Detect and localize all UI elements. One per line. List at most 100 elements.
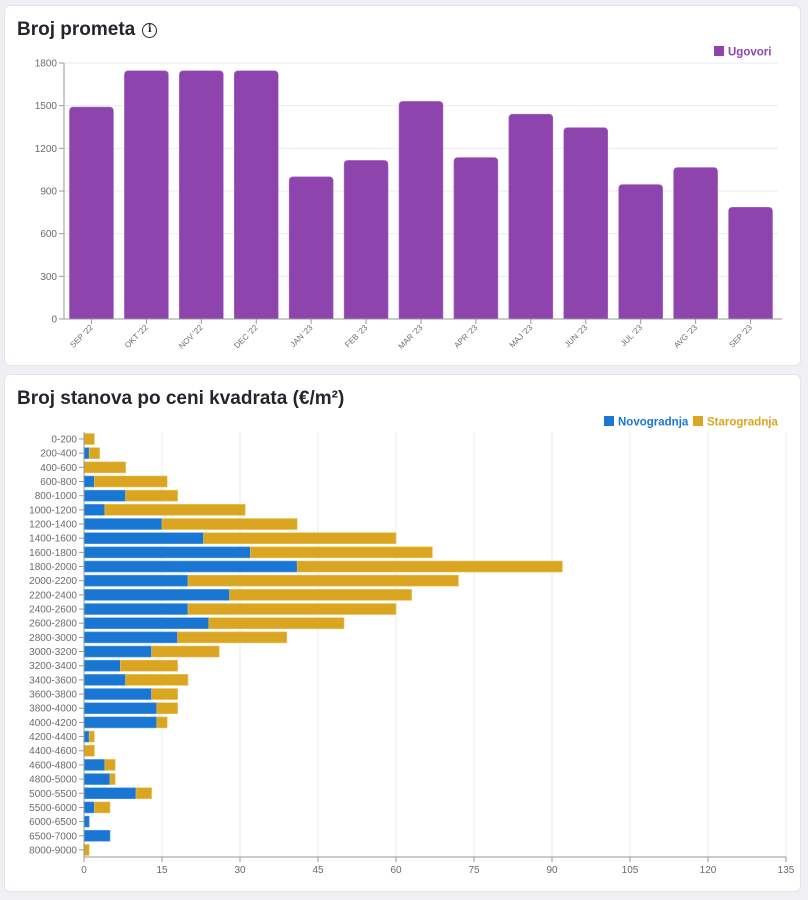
- bar-starogradnja[interactable]: [177, 631, 288, 644]
- bar-starogradnja[interactable]: [208, 617, 345, 630]
- legend-label-starogradnja[interactable]: Starogradnja: [707, 417, 779, 429]
- bar-starogradnja[interactable]: [94, 801, 111, 814]
- bar-starogradnja[interactable]: [83, 433, 95, 445]
- bar-novogradnja[interactable]: [83, 589, 230, 601]
- y-tick-label: 900: [40, 187, 57, 198]
- bar-starogradnja[interactable]: [203, 532, 397, 544]
- legend-swatch-starogradnja[interactable]: [693, 416, 703, 426]
- bar-ugovori[interactable]: [343, 160, 389, 320]
- transactions-title-text: Broj prometa: [17, 19, 136, 40]
- bar-starogradnja[interactable]: [187, 603, 397, 615]
- bar-ugovori[interactable]: [618, 184, 663, 320]
- legend-swatch-novogradnja[interactable]: [604, 416, 614, 426]
- bar-starogradnja[interactable]: [83, 744, 95, 757]
- bar-starogradnja[interactable]: [187, 574, 459, 587]
- legend-label-ugovori[interactable]: Ugovori: [728, 47, 771, 59]
- legend-swatch-ugovori[interactable]: [714, 46, 724, 56]
- bar-ugovori[interactable]: [179, 70, 224, 320]
- bar-novogradnja[interactable]: [83, 617, 210, 630]
- bar-starogradnja[interactable]: [88, 447, 100, 459]
- y-tick-label: 1400-1600: [29, 534, 77, 545]
- y-tick-label: 5500-6000: [29, 803, 77, 814]
- x-tick-label: 120: [700, 865, 717, 876]
- x-tick-label: AVG '23: [672, 323, 699, 350]
- y-tick-label: 1200: [35, 144, 58, 155]
- bar-starogradnja[interactable]: [229, 589, 412, 601]
- bar-novogradnja[interactable]: [83, 829, 111, 842]
- bar-novogradnja[interactable]: [83, 532, 204, 544]
- x-tick-label: 90: [546, 865, 558, 876]
- bar-ugovori[interactable]: [398, 101, 444, 320]
- bar-starogradnja[interactable]: [151, 645, 220, 658]
- bar-novogradnja[interactable]: [83, 716, 158, 729]
- legend-label-novogradnja[interactable]: Novogradnja: [618, 417, 689, 429]
- bar-novogradnja[interactable]: [83, 560, 298, 573]
- bar-novogradnja[interactable]: [83, 801, 95, 814]
- bar-ugovori[interactable]: [673, 167, 718, 320]
- x-tick-label: 105: [622, 865, 639, 876]
- bar-novogradnja[interactable]: [83, 674, 126, 686]
- price-per-sqm-card: Broj stanova po ceni kvadrata (€/m²) 0 15…: [4, 374, 801, 892]
- bar-ugovori[interactable]: [563, 127, 609, 320]
- info-icon[interactable]: i: [142, 22, 158, 38]
- bar-ugovori[interactable]: [453, 157, 499, 320]
- bar-novogradnja[interactable]: [83, 504, 106, 516]
- bar-starogradnja[interactable]: [156, 716, 168, 729]
- bar-novogradnja[interactable]: [83, 688, 152, 700]
- bar-starogradnja[interactable]: [109, 773, 116, 785]
- price-per-sqm-title: Broj stanova po ceni kvadrata (€/m²): [17, 388, 344, 410]
- bar-novogradnja[interactable]: [83, 815, 90, 828]
- bar-novogradnja[interactable]: [83, 489, 126, 502]
- transactions-title: Broj prometa i: [17, 19, 158, 41]
- y-tick-label: 3800-4000: [29, 704, 77, 715]
- bar-starogradnja[interactable]: [151, 688, 178, 700]
- bar-novogradnja[interactable]: [83, 546, 251, 559]
- bar-ugovori[interactable]: [288, 176, 334, 320]
- bar-starogradnja[interactable]: [250, 546, 433, 559]
- y-tick-label: 1500: [35, 101, 58, 112]
- bar-novogradnja[interactable]: [83, 659, 121, 672]
- bar-ugovori[interactable]: [233, 70, 279, 320]
- bar-ugovori[interactable]: [728, 207, 773, 320]
- bar-starogradnja[interactable]: [125, 674, 189, 686]
- bar-starogradnja[interactable]: [125, 489, 178, 502]
- bar-starogradnja[interactable]: [296, 560, 563, 573]
- bar-novogradnja[interactable]: [83, 773, 111, 785]
- bar-novogradnja[interactable]: [83, 787, 137, 800]
- bar-starogradnja[interactable]: [83, 844, 90, 856]
- y-tick-label: 0: [51, 315, 57, 326]
- x-tick-label: MAR '23: [397, 323, 425, 351]
- bar-starogradnja[interactable]: [83, 461, 126, 474]
- bar-starogradnja[interactable]: [94, 475, 168, 488]
- x-tick-label: FEB '23: [343, 323, 370, 350]
- bar-novogradnja[interactable]: [83, 645, 152, 658]
- y-tick-label: 1800-2000: [29, 562, 77, 573]
- bar-starogradnja[interactable]: [135, 787, 152, 800]
- bar-starogradnja[interactable]: [104, 504, 246, 516]
- y-tick-label: 2400-2600: [29, 605, 77, 616]
- bar-novogradnja[interactable]: [83, 518, 163, 530]
- bar-novogradnja[interactable]: [83, 631, 178, 644]
- y-tick-label: 1600-1800: [29, 548, 77, 559]
- price-per-sqm-title-text: Broj stanova po ceni kvadrata (€/m²): [17, 388, 345, 409]
- bar-novogradnja[interactable]: [83, 574, 189, 587]
- bar-novogradnja[interactable]: [83, 603, 189, 615]
- bar-starogradnja[interactable]: [120, 659, 178, 672]
- x-tick-label: 135: [778, 865, 795, 876]
- bar-ugovori[interactable]: [508, 113, 554, 320]
- bar-novogradnja[interactable]: [83, 447, 90, 459]
- bar-starogradnja[interactable]: [156, 702, 178, 715]
- bar-novogradnja[interactable]: [83, 759, 106, 771]
- bar-novogradnja[interactable]: [83, 475, 95, 488]
- bar-ugovori[interactable]: [69, 106, 114, 320]
- y-tick-label: 1000-1200: [29, 505, 77, 516]
- bar-ugovori[interactable]: [124, 70, 169, 320]
- bar-novogradnja[interactable]: [83, 702, 158, 715]
- y-tick-label: 200-400: [40, 449, 77, 460]
- y-tick-label: 3200-3400: [29, 661, 77, 672]
- bar-novogradnja[interactable]: [83, 730, 90, 743]
- y-tick-label: 4200-4400: [29, 732, 77, 743]
- bar-starogradnja[interactable]: [104, 759, 116, 771]
- bar-starogradnja[interactable]: [161, 518, 298, 530]
- bar-starogradnja[interactable]: [88, 730, 95, 743]
